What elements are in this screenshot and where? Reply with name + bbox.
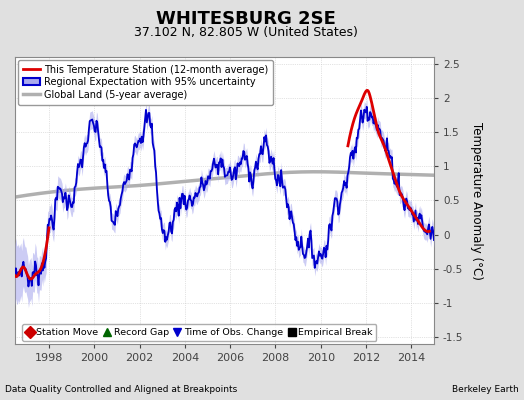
Y-axis label: Temperature Anomaly (°C): Temperature Anomaly (°C) xyxy=(470,122,483,280)
Text: WHITESBURG 2SE: WHITESBURG 2SE xyxy=(156,10,336,28)
Text: Data Quality Controlled and Aligned at Breakpoints: Data Quality Controlled and Aligned at B… xyxy=(5,385,237,394)
Legend: Station Move, Record Gap, Time of Obs. Change, Empirical Break: Station Move, Record Gap, Time of Obs. C… xyxy=(22,324,376,341)
Text: 37.102 N, 82.805 W (United States): 37.102 N, 82.805 W (United States) xyxy=(134,26,358,39)
Text: Berkeley Earth: Berkeley Earth xyxy=(452,385,519,394)
